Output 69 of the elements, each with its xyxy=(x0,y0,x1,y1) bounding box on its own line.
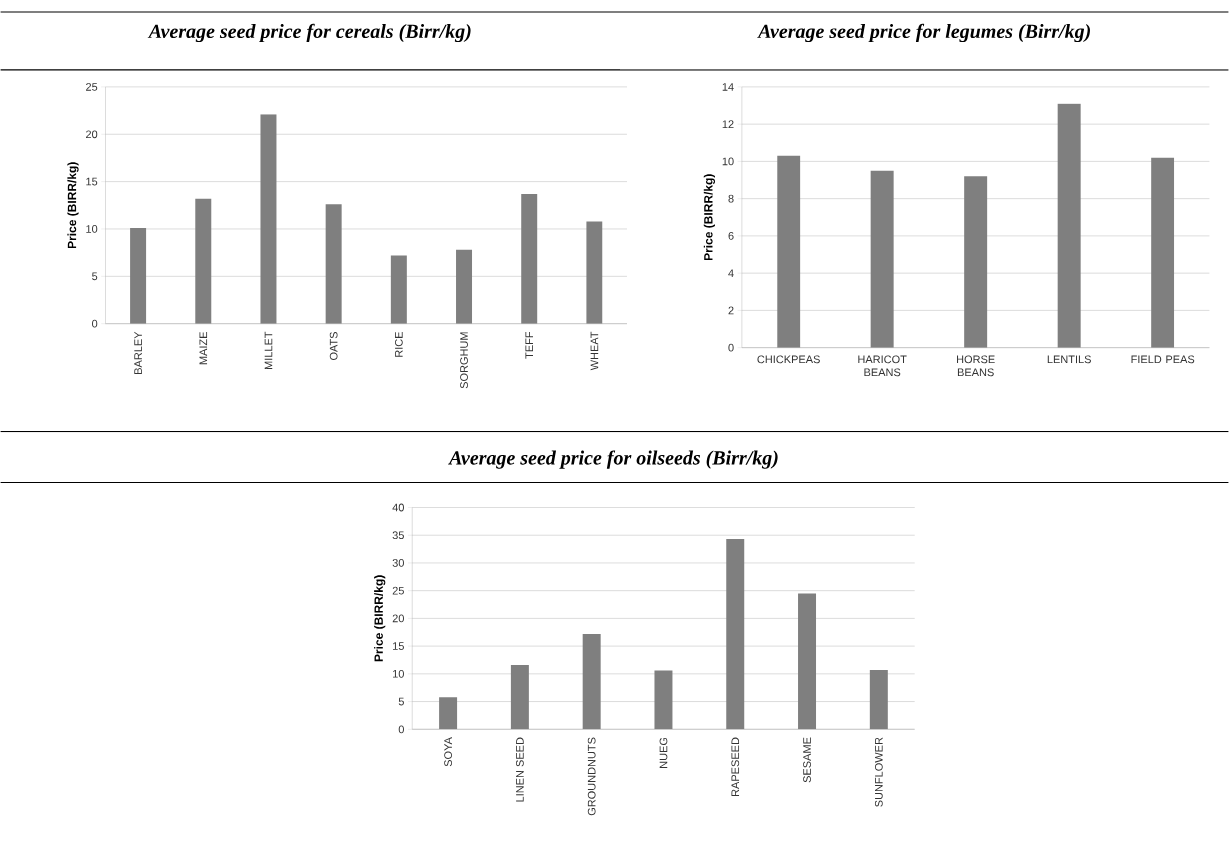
x-tick-label: BARLEY xyxy=(134,331,142,374)
bar xyxy=(195,198,212,324)
x-tick-label: CHICKPEAS xyxy=(757,355,820,364)
x-tick-label: WHEAT xyxy=(590,331,599,371)
y-tick-label: 6 xyxy=(728,231,734,240)
x-tick-label: HARICOT BEANS xyxy=(858,355,907,377)
bar xyxy=(521,193,538,324)
y-tick-label: 5 xyxy=(398,697,404,706)
bar xyxy=(654,670,673,730)
y-tick-label: 0 xyxy=(728,343,734,352)
y-axis-title: Price (BIRR/kg) xyxy=(703,174,716,261)
y-tick-label: 25 xyxy=(392,586,404,595)
y-tick-label: 0 xyxy=(92,319,98,328)
y-tick-label: 8 xyxy=(728,194,734,203)
x-tick-label: LINEN SEED xyxy=(516,737,524,802)
bar xyxy=(325,204,342,324)
bar xyxy=(260,114,277,324)
x-tick-label: NUEG xyxy=(659,737,668,768)
y-tick-label: 14 xyxy=(722,83,734,91)
y-tick-label: 15 xyxy=(86,177,98,186)
x-tick-label: SUNFLOWER xyxy=(874,737,883,807)
bar xyxy=(586,221,603,324)
bar xyxy=(510,664,529,730)
bar xyxy=(439,697,458,730)
y-tick-label: 35 xyxy=(392,531,404,540)
bar xyxy=(1057,103,1081,348)
y-tick-label: 40 xyxy=(392,503,404,512)
y-tick-label: 20 xyxy=(86,130,98,139)
x-tick-label: FIELD PEAS xyxy=(1131,355,1195,364)
chart-title: Average seed price for legumes (Birr/kg) xyxy=(757,23,1090,43)
y-tick-label: 30 xyxy=(392,558,404,567)
y-axis-title: Price (BIRR/kg) xyxy=(374,575,386,662)
bar xyxy=(390,255,407,324)
y-tick-label: 15 xyxy=(393,642,404,650)
bar xyxy=(777,155,801,348)
x-tick-label: SORGHUM xyxy=(460,332,468,389)
bar xyxy=(869,669,888,730)
bar xyxy=(130,227,147,324)
y-tick-label: 0 xyxy=(398,725,404,734)
y-tick-label: 4 xyxy=(728,269,734,277)
x-tick-label: LENTILS xyxy=(1047,355,1091,364)
x-tick-label: RAPESEED xyxy=(731,737,740,796)
bar xyxy=(726,539,745,730)
y-tick-label: 12 xyxy=(722,120,734,128)
y-tick-label: 20 xyxy=(392,614,404,623)
y-tick-label: 10 xyxy=(722,157,734,166)
x-tick-label: RICE xyxy=(394,331,403,357)
y-tick-label: 10 xyxy=(393,669,404,678)
chart-title: Average seed price for cereals (Birr/kg) xyxy=(147,23,471,43)
y-axis-title: Price (BIRR/kg) xyxy=(67,162,79,249)
x-tick-label: SOYA xyxy=(444,737,452,767)
y-tick-label: 25 xyxy=(86,82,98,91)
x-tick-label: MAIZE xyxy=(199,331,208,365)
x-tick-label: OATS xyxy=(329,331,338,360)
x-tick-label: HORSE BEANS xyxy=(957,355,995,377)
y-tick-label: 10 xyxy=(86,225,98,233)
bar xyxy=(798,593,817,730)
x-tick-label: MILLET xyxy=(264,331,273,369)
x-tick-label: SESAME xyxy=(803,737,811,783)
bar xyxy=(456,249,473,324)
bar xyxy=(582,633,601,730)
chart-title: Average seed price for oilseeds (Birr/kg) xyxy=(448,450,778,469)
x-tick-label: TEFF xyxy=(525,331,533,359)
bar xyxy=(1151,157,1175,348)
x-tick-label: GROUNDNUTS xyxy=(587,737,596,816)
y-tick-label: 5 xyxy=(92,272,98,281)
y-tick-label: 2 xyxy=(728,306,734,315)
bar xyxy=(964,176,988,348)
bar xyxy=(870,170,894,348)
